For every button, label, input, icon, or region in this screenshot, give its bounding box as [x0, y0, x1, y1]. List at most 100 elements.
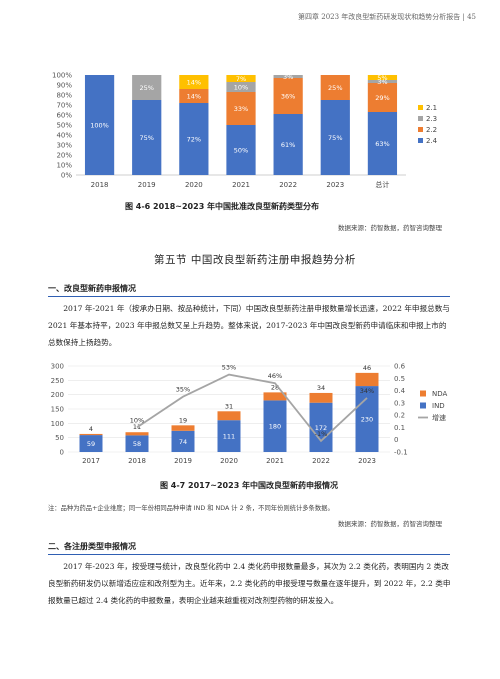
growth-data-label: 46%	[268, 372, 282, 380]
legend-label: 2.4	[426, 137, 438, 145]
legend-swatch-NDA	[420, 390, 426, 397]
growth-data-label: 10%	[130, 416, 144, 424]
y-tick-label: 0%	[61, 172, 72, 180]
bar-IND	[217, 420, 241, 452]
bar-data-label-NDA: 46	[363, 364, 371, 372]
bar-data-label-NDA: 34	[317, 384, 325, 392]
x-tick-label: 2019	[138, 181, 156, 189]
page-header: 第四章 2023 年改良型新药研发现状和趋势分析报告 | 45	[298, 13, 476, 21]
bar-data-label: 3%	[283, 73, 293, 81]
bar-data-label-IND: 58	[133, 440, 141, 448]
bar-segment-2.2	[320, 75, 350, 100]
figure-source-4-6: 数据来源：药智数据，药智咨询整理	[338, 224, 442, 232]
y-left-tick-label: 200	[51, 391, 64, 399]
y-right-tick-label: 0.4	[394, 387, 406, 395]
y-right-tick-label: 0	[394, 436, 398, 444]
bar-data-label-NDA: 4	[89, 425, 93, 433]
y-right-tick-label: 0.5	[394, 375, 405, 383]
growth-data-label: 35%	[176, 386, 190, 394]
legend-swatch-2.4	[418, 138, 423, 143]
growth-data-label: -1%	[315, 430, 328, 438]
x-tick-label: 2019	[174, 457, 192, 465]
bar-segment-2.2	[273, 78, 303, 114]
bar-data-label: 72%	[187, 136, 201, 144]
y-tick-label: 80%	[56, 92, 72, 100]
legend-swatch-IND	[420, 402, 426, 409]
bar-data-label: 75%	[139, 134, 153, 142]
bar-IND	[125, 435, 149, 452]
x-tick-label: 2018	[91, 181, 109, 189]
growth-line	[136, 373, 368, 443]
subsection-title-2: 二、各注册类型申报情况	[48, 542, 136, 551]
y-tick-label: 90%	[56, 82, 72, 90]
bar-data-label-IND: 74	[179, 438, 187, 446]
y-tick-label: 40%	[56, 132, 72, 140]
x-tick-label: 2018	[128, 457, 146, 465]
bar-segment-2.3	[226, 82, 256, 92]
x-tick-label: 2023	[326, 181, 344, 189]
legend-swatch-2.1	[418, 105, 423, 110]
bar-NDA	[355, 372, 379, 387]
legend-label: 2.1	[426, 104, 437, 112]
bar-IND	[171, 430, 195, 452]
bar-data-label: 75%	[328, 134, 342, 142]
bar-NDA	[171, 425, 195, 431]
bar-data-label-IND: 230	[361, 416, 373, 424]
figure-note-4-7: 注：品种为药品+企业维度；同一年份相同品种申请 IND 和 NDA 计 2 条，…	[48, 505, 334, 512]
bar-data-label-NDA: 28	[271, 383, 279, 391]
x-tick-label: 2020	[220, 457, 238, 465]
bar-segment-2.4	[132, 100, 162, 175]
bar-segment-2.3	[273, 75, 303, 78]
bar-segment-2.1	[226, 75, 256, 82]
bar-data-label: 29%	[375, 94, 389, 102]
y-left-tick-label: 0	[60, 449, 64, 457]
bar-data-label-IND: 172	[315, 424, 327, 432]
bar-IND	[309, 402, 333, 452]
legend-label: 2.3	[426, 115, 437, 123]
bar-segment-2.3	[367, 80, 398, 83]
section-title: 第五节 中国改良型新药注册申报趋势分析	[154, 254, 356, 266]
growth-data-label: 34%	[360, 387, 374, 395]
bar-segment-2.1	[179, 75, 209, 89]
subsection-rule-2	[48, 554, 450, 555]
bar-IND	[79, 435, 103, 452]
bar-NDA	[125, 432, 149, 436]
y-right-tick-label: 0.6	[394, 363, 406, 371]
x-tick-label: 2020	[185, 181, 203, 189]
bar-IND	[263, 400, 287, 452]
x-tick-label: 2017	[82, 457, 100, 465]
bar-data-label-IND: 180	[269, 423, 281, 431]
bar-segment-2.4	[273, 114, 303, 175]
bar-segment-2.4	[226, 125, 256, 175]
x-tick-label: 2022	[279, 181, 297, 189]
bar-data-label: 100%	[90, 122, 109, 130]
y-left-tick-label: 300	[51, 363, 64, 371]
y-tick-label: 60%	[56, 112, 72, 120]
bar-data-label: 25%	[139, 84, 153, 92]
y-tick-label: 30%	[56, 142, 72, 150]
x-tick-label: 2021	[232, 181, 250, 189]
figure-caption-4-7: 图 4-7 2017~2023 年中国改良型新药申报情况	[160, 481, 339, 490]
bar-data-label-IND: 59	[87, 440, 95, 448]
y-right-tick-label: -0.1	[394, 449, 408, 457]
y-left-tick-label: 50	[55, 434, 64, 442]
bar-segment-2.4	[179, 103, 209, 175]
bar-data-label-IND: 111	[223, 433, 235, 441]
bar-data-label: 63%	[375, 140, 389, 148]
bar-NDA	[79, 433, 103, 436]
y-tick-label: 20%	[56, 152, 72, 160]
bar-data-label: 7%	[236, 75, 246, 83]
bar-data-label: 3%	[377, 78, 387, 86]
y-right-tick-label: 0.3	[394, 399, 405, 407]
y-right-tick-label: 0.2	[394, 412, 405, 420]
chart-approved-type-distribution: 0% 10% 20% 30% 40% 50% 60% 70% 80% 90% 100% 100% 201…	[52, 72, 438, 190]
figure-caption-4-6: 图 4-6 2018~2023 年中国批准改良型新药类型分布	[125, 202, 320, 211]
bar-data-label: 5%	[377, 74, 387, 82]
subsection-title-1: 一、改良型新药申报情况	[48, 284, 136, 293]
bar-data-label: 33%	[234, 105, 248, 113]
y-tick-label: 10%	[56, 162, 72, 170]
bar-data-label: 14%	[187, 93, 201, 101]
bar-data-label: 14%	[187, 79, 201, 87]
y-left-tick-label: 250	[51, 377, 64, 385]
bar-data-label-NDA: 31	[225, 402, 233, 410]
